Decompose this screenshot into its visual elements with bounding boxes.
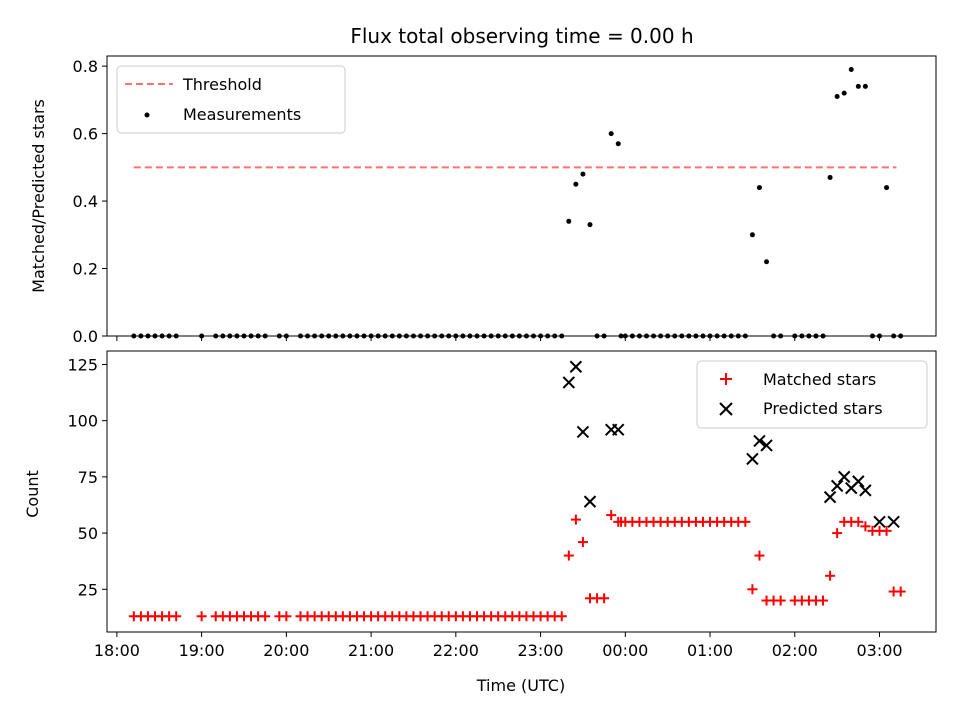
top-y-tick-label: 0.6 <box>73 125 98 144</box>
bottom-y-tick-label: 75 <box>78 468 98 487</box>
predicted-stars-point <box>746 452 759 466</box>
legend-matched-swatch <box>720 373 732 385</box>
legend-measurements-label: Measurements <box>183 105 301 124</box>
x-tick-label: 00:00 <box>602 641 648 660</box>
matched-stars-point <box>860 521 871 532</box>
predicted-stars-point <box>837 470 851 484</box>
bottom-y-axis-label: Count <box>23 470 42 518</box>
matched-stars-point <box>881 525 892 536</box>
x-tick-label: 21:00 <box>348 641 394 660</box>
legend-matched-label: Matched stars <box>763 370 876 389</box>
matched-stars-point <box>563 550 574 561</box>
predicted-stars-point <box>583 495 597 508</box>
x-tick-label: 19:00 <box>179 641 225 660</box>
measurement-point <box>566 218 572 224</box>
matched-stars-point <box>570 514 581 525</box>
bottom-legend: Matched stars Predicted stars <box>696 360 928 429</box>
measurement-point <box>834 93 840 99</box>
predicted-stars-point <box>753 434 766 448</box>
x-tick-label: 22:00 <box>433 641 479 660</box>
legend-predicted-label: Predicted stars <box>763 399 883 418</box>
predicted-stars-point <box>852 475 865 488</box>
matched-stars-point <box>747 584 758 595</box>
top-legend-box <box>116 65 346 134</box>
matched-stars-point <box>825 570 836 581</box>
matched-stars-point <box>556 611 567 622</box>
bottom-y-tick-label: 125 <box>67 355 98 374</box>
top-y-tick-label: 0.2 <box>73 260 98 279</box>
legend-threshold-label: Threshold <box>182 75 262 94</box>
x-tick-label: 01:00 <box>687 641 733 660</box>
x-tick-label: 20:00 <box>263 641 309 660</box>
bottom-y-tick-label: 100 <box>67 412 98 431</box>
matched-stars-point <box>895 586 906 597</box>
predicted-stars-point <box>859 484 872 497</box>
bottom-axes-frame <box>106 350 937 633</box>
matched-stars-point <box>832 528 843 539</box>
matched-stars-point <box>260 611 271 622</box>
top-axes: 0.0 0.2 0.4 0.6 0.8 <box>73 57 881 346</box>
matched-stars-point <box>775 595 786 606</box>
bottom-y-tick-label: 50 <box>78 524 98 543</box>
matched-stars-point <box>853 516 864 527</box>
predicted-stars-point <box>612 423 625 436</box>
predicted-stars-point <box>562 376 576 389</box>
measurement-point <box>615 141 621 147</box>
top-panel: 0.00.20.40.60.8 Matched/Predicted stars … <box>29 55 937 346</box>
chart-title: Flux total observing time = 0.00 h <box>350 24 693 48</box>
measurement-point <box>827 174 833 180</box>
bottom-panel: 25 50 75 100 125 18:00 19:00 20:00 21:00 22:00 23:… <box>23 350 937 695</box>
measurement-point <box>862 83 868 89</box>
legend-predicted-swatch <box>719 402 733 416</box>
predicted-stars-point <box>569 360 583 373</box>
top-legend: Threshold Measurements <box>116 65 346 134</box>
measurement-point <box>587 222 593 228</box>
x-tick-label: 03:00 <box>856 641 902 660</box>
matched-stars-point <box>818 595 829 606</box>
x-tick-label: 23:00 <box>518 641 564 660</box>
x-tick-label: 18:00 <box>94 641 140 660</box>
predicted-stars-point <box>576 425 590 439</box>
bottom-axes: 25 50 75 100 125 18:00 19:00 20:00 21:00 22:00 23:… <box>67 355 902 660</box>
measurement-point <box>884 185 890 191</box>
matched-stars-point <box>281 611 292 622</box>
top-y-tick-label: 0.0 <box>73 327 98 346</box>
measurement-point <box>608 131 614 137</box>
matched-stars-point <box>606 510 617 521</box>
matched-stars-point <box>599 593 610 604</box>
matched-stars-point <box>196 611 207 622</box>
measurement-point <box>749 232 755 238</box>
measurement-point <box>848 66 854 72</box>
measurement-point <box>580 171 586 177</box>
predicted-stars-point <box>760 439 773 452</box>
measurement-point <box>841 90 847 96</box>
matched-stars-point <box>740 516 751 527</box>
matched-stars-point <box>577 537 588 548</box>
top-y-tick-label: 0.4 <box>73 192 98 211</box>
bottom-y-tick-label: 25 <box>78 580 98 599</box>
matched-stars-point <box>171 611 182 622</box>
x-tick-label: 02:00 <box>772 641 818 660</box>
x-axis-label: Time (UTC) <box>476 676 565 695</box>
top-y-tick-label: 0.8 <box>73 57 98 76</box>
legend-measurements-swatch <box>144 112 150 118</box>
measurement-point <box>573 181 579 187</box>
predicted-stars-point <box>887 515 900 529</box>
top-axes-frame <box>106 55 937 337</box>
predicted-stars-point <box>873 515 886 529</box>
predicted-stars-point <box>830 479 844 493</box>
top-y-axis-label: Matched/Predicted stars <box>29 99 48 293</box>
matched-stars-point <box>754 550 765 561</box>
measurement-point <box>756 185 762 191</box>
measurement-point <box>855 83 861 89</box>
measurement-point <box>764 259 770 265</box>
predicted-stars-point <box>823 490 837 504</box>
bottom-plot-area <box>128 360 906 622</box>
bottom-legend-box <box>696 360 928 429</box>
